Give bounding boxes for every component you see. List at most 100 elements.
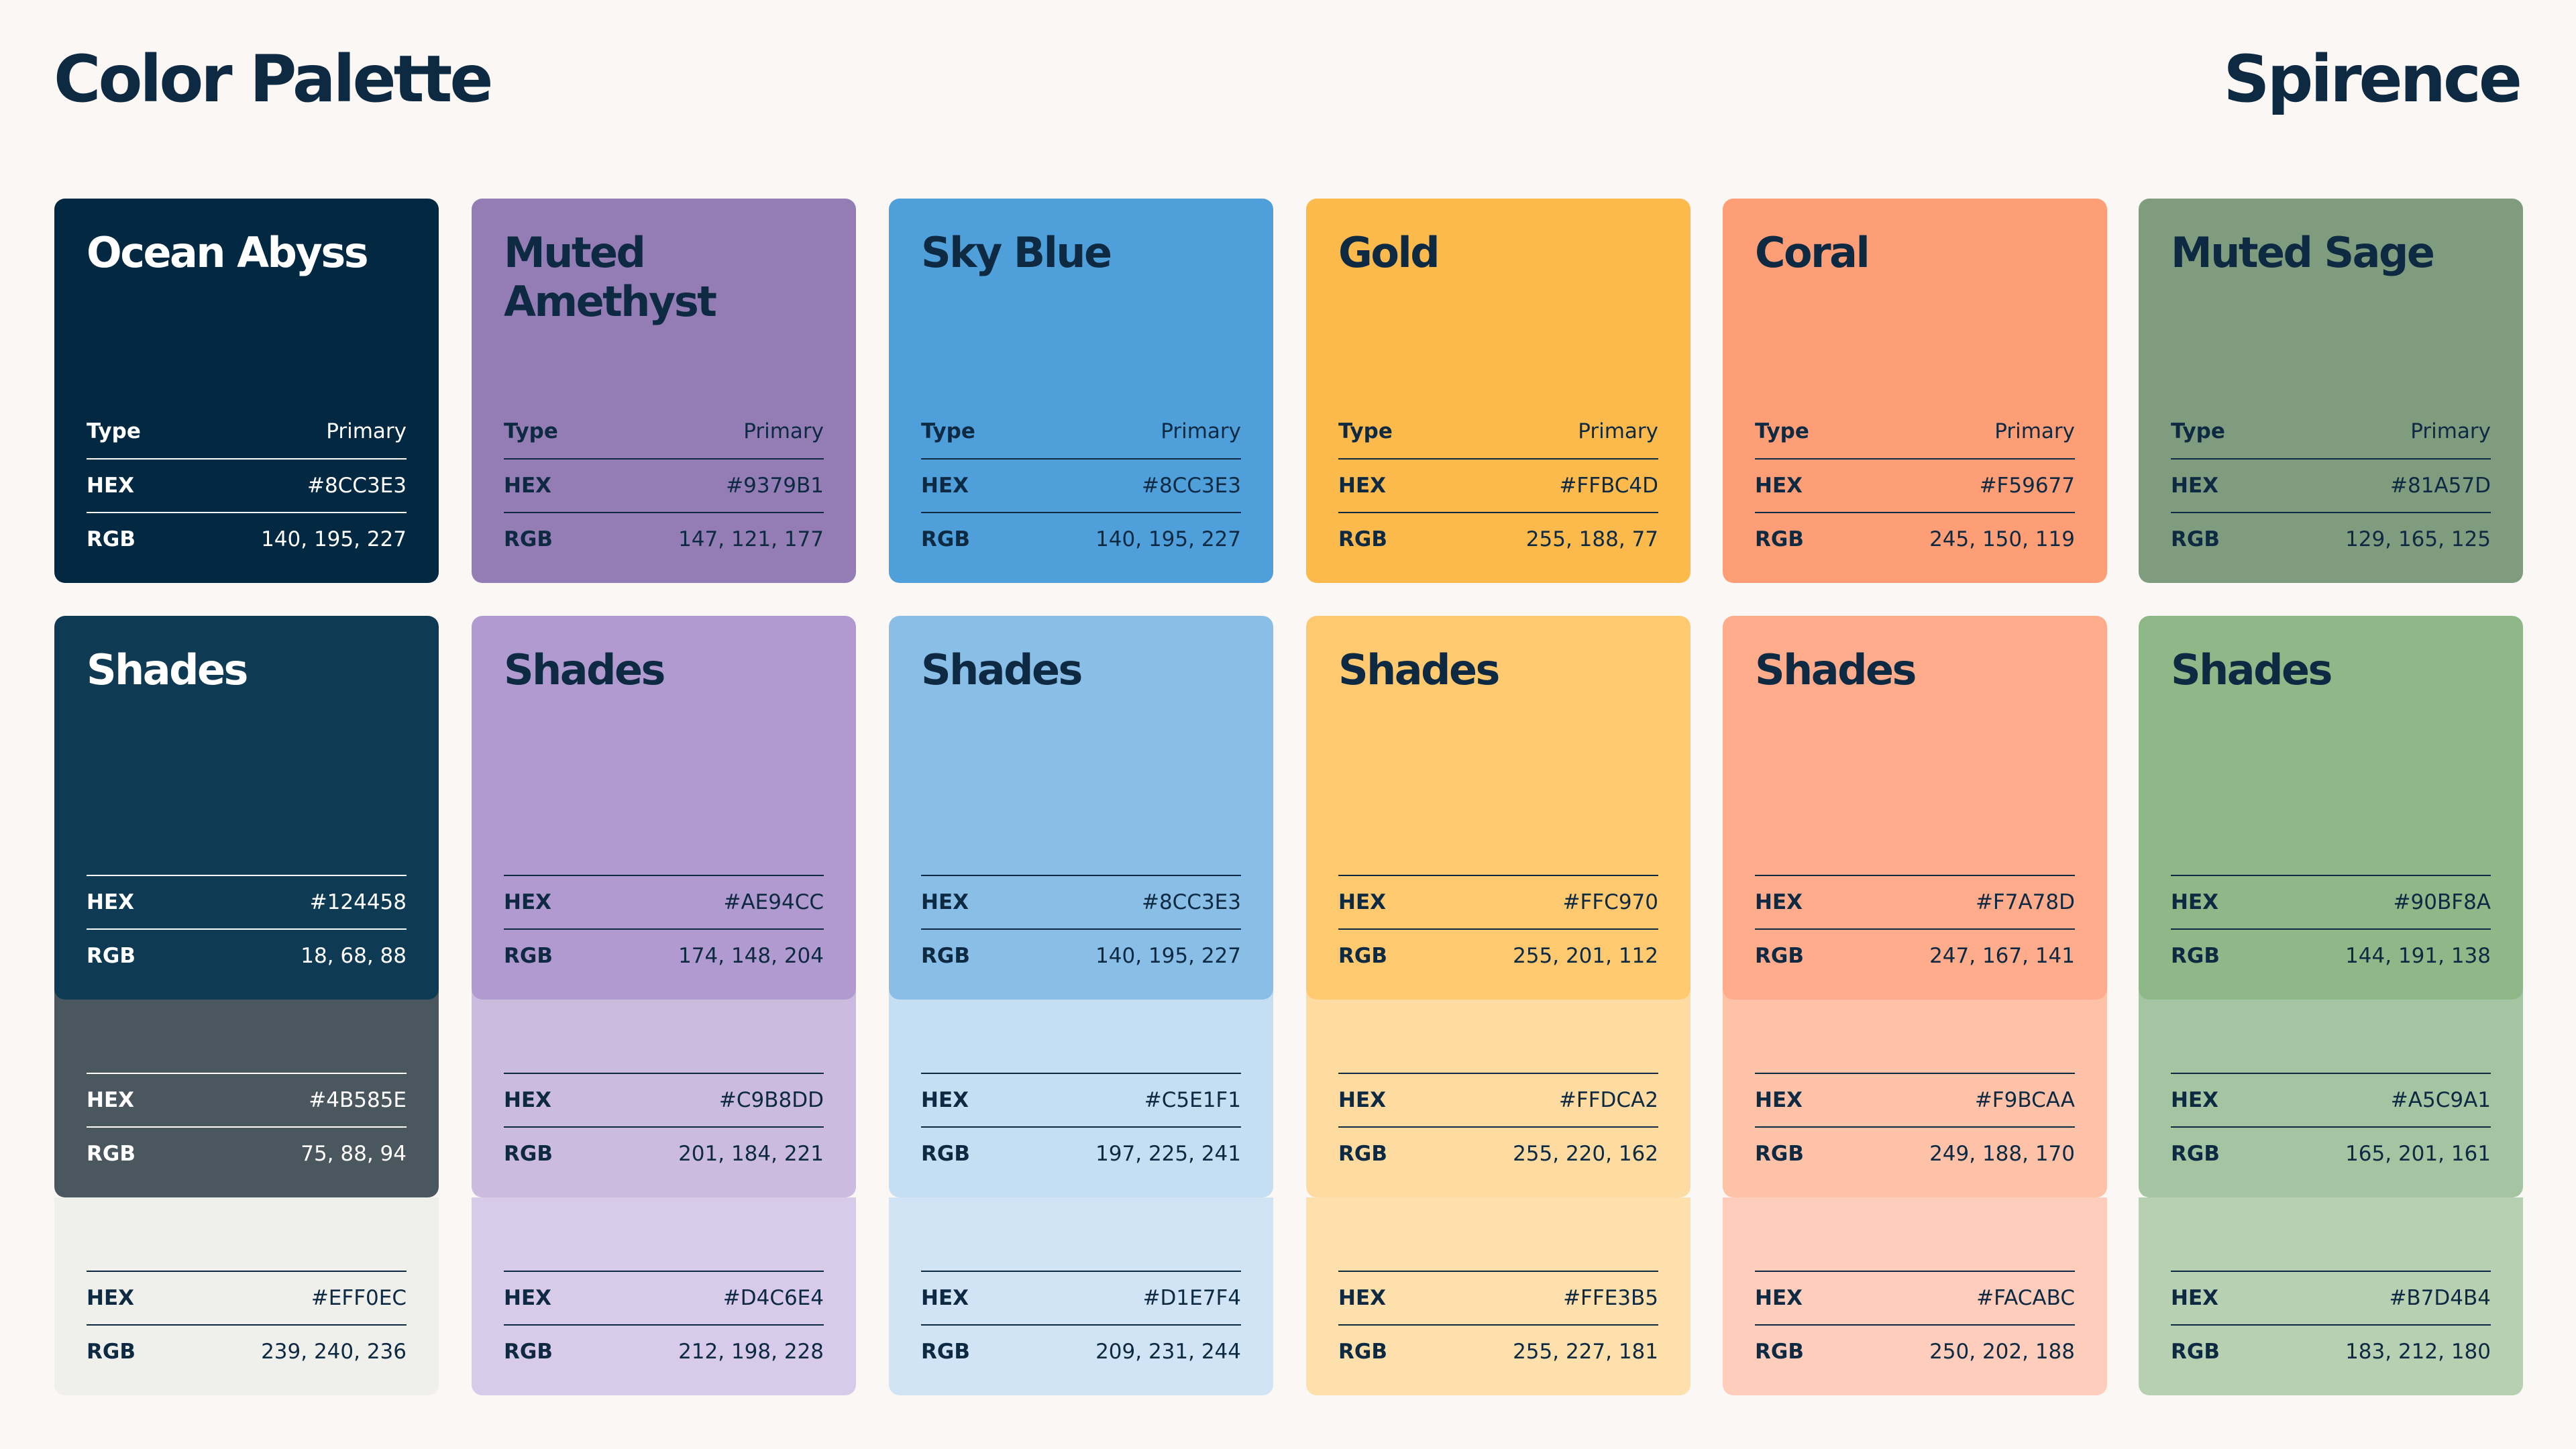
rgb-value: 144, 191, 138 <box>2345 944 2491 968</box>
hex-value: #FFC970 <box>1562 890 1658 914</box>
hex-value: #B7D4B4 <box>2389 1286 2491 1310</box>
color-name: Gold <box>1338 228 1440 277</box>
rgb-value: 255, 227, 181 <box>1513 1340 1658 1364</box>
rgb-label: RGB <box>87 1340 136 1364</box>
rgb-label: RGB <box>87 1142 136 1166</box>
rgb-label: RGB <box>1755 944 1804 968</box>
rgb-label: RGB <box>1338 1340 1387 1364</box>
hex-value: #9379B1 <box>726 474 824 498</box>
hex-label: HEX <box>87 890 135 914</box>
type-value: Primary <box>743 419 824 443</box>
type-label: Type <box>1755 419 1809 443</box>
color-name: Sky Blue <box>921 228 1112 277</box>
rgb-value: 174, 148, 204 <box>678 944 824 968</box>
shades-card: Shades HEX #AE94CC RGB 174, 148, 204 HEX #C… <box>472 616 856 1395</box>
hex-value: #AE94CC <box>723 890 824 914</box>
type-label: Type <box>1338 419 1393 443</box>
rgb-label: RGB <box>504 1340 553 1364</box>
rgb-value: 250, 202, 188 <box>1929 1340 2075 1364</box>
rgb-label: RGB <box>1338 1142 1387 1166</box>
brand-logo: Spirence <box>2223 42 2522 117</box>
type-label: Type <box>87 419 141 443</box>
rgb-value: 140, 195, 227 <box>1095 527 1241 551</box>
primary-swatch-card: Ocean Abyss Type Primary HEX #8CC3E3 RGB 14… <box>54 199 439 583</box>
shade-swatch-1: Shades HEX #124458 RGB 18, 68, 88 <box>54 616 439 1000</box>
color-column: Sky Blue Type Primary HEX #8CC3E3 RGB 140, … <box>889 199 1273 1395</box>
shades-card: Shades HEX #F7A78D RGB 247, 167, 141 HEX #F… <box>1723 616 2107 1395</box>
rgb-label: RGB <box>1755 527 1804 551</box>
hex-value: #81A57D <box>2390 474 2491 498</box>
hex-value: #FFE3B5 <box>1563 1286 1658 1310</box>
hex-label: HEX <box>2171 1286 2219 1310</box>
shade-swatch-1: Shades HEX #8CC3E3 RGB 140, 195, 227 <box>889 616 1273 1000</box>
hex-label: HEX <box>1755 474 1803 498</box>
color-column: Coral Type Primary HEX #F59677 RGB 245, 150… <box>1723 199 2107 1395</box>
hex-value: #F7A78D <box>1975 890 2075 914</box>
hex-value: #A5C9A1 <box>2390 1088 2491 1112</box>
rgb-label: RGB <box>1755 1340 1804 1364</box>
hex-value: #FACABC <box>1976 1286 2075 1310</box>
hex-label: HEX <box>87 1088 135 1112</box>
shade-swatch-1: Shades HEX #F7A78D RGB 247, 167, 141 <box>1723 616 2107 1000</box>
rgb-label: RGB <box>2171 944 2220 968</box>
rgb-value: 239, 240, 236 <box>261 1340 407 1364</box>
hex-value: #124458 <box>309 890 407 914</box>
shades-title: Shades <box>1338 645 1500 694</box>
type-value: Primary <box>1994 419 2075 443</box>
rgb-label: RGB <box>1755 1142 1804 1166</box>
shade-swatch-3: HEX #FACABC RGB 250, 202, 188 <box>1723 1197 2107 1395</box>
hex-label: HEX <box>2171 1088 2219 1112</box>
rgb-label: RGB <box>2171 1142 2220 1166</box>
hex-value: #8CC3E3 <box>307 474 407 498</box>
type-label: Type <box>921 419 975 443</box>
hex-label: HEX <box>87 474 135 498</box>
shades-title: Shades <box>2171 645 2332 694</box>
shades-title: Shades <box>87 645 248 694</box>
hex-label: HEX <box>921 1088 969 1112</box>
rgb-value: 183, 212, 180 <box>2345 1340 2491 1364</box>
color-name: Muted Amethyst <box>504 228 717 326</box>
primary-swatch-card: Gold Type Primary HEX #FFBC4D RGB 255, 188,… <box>1306 199 1690 583</box>
shade-swatch-1: Shades HEX #90BF8A RGB 144, 191, 138 <box>2139 616 2523 1000</box>
rgb-value: 209, 231, 244 <box>1095 1340 1241 1364</box>
shades-title: Shades <box>921 645 1083 694</box>
hex-label: HEX <box>1755 1286 1803 1310</box>
rgb-label: RGB <box>504 944 553 968</box>
hex-label: HEX <box>1755 1088 1803 1112</box>
type-value: Primary <box>326 419 407 443</box>
rgb-value: 75, 88, 94 <box>301 1142 407 1166</box>
rgb-value: 249, 188, 170 <box>1929 1142 2075 1166</box>
palette-grid: Ocean Abyss Type Primary HEX #8CC3E3 RGB 14… <box>54 199 2523 1395</box>
rgb-value: 140, 195, 227 <box>261 527 407 551</box>
rgb-label: RGB <box>921 944 970 968</box>
hex-label: HEX <box>504 1286 552 1310</box>
hex-value: #FFDCA2 <box>1558 1088 1658 1112</box>
hex-value: #EFF0EC <box>311 1286 407 1310</box>
type-value: Primary <box>2410 419 2491 443</box>
shade-swatch-2: HEX #A5C9A1 RGB 165, 201, 161 <box>2139 989 2523 1197</box>
rgb-value: 197, 225, 241 <box>1095 1142 1241 1166</box>
primary-swatch-card: Sky Blue Type Primary HEX #8CC3E3 RGB 140, … <box>889 199 1273 583</box>
rgb-value: 247, 167, 141 <box>1929 944 2075 968</box>
rgb-value: 212, 198, 228 <box>678 1340 824 1364</box>
rgb-value: 147, 121, 177 <box>678 527 824 551</box>
page-title: Color Palette <box>54 42 493 117</box>
hex-label: HEX <box>1338 890 1387 914</box>
rgb-value: 140, 195, 227 <box>1095 944 1241 968</box>
hex-label: HEX <box>921 890 969 914</box>
rgb-label: RGB <box>921 1340 970 1364</box>
shades-card: Shades HEX #90BF8A RGB 144, 191, 138 HEX #A… <box>2139 616 2523 1395</box>
rgb-label: RGB <box>1338 527 1387 551</box>
rgb-label: RGB <box>2171 527 2220 551</box>
shade-swatch-3: HEX #EFF0EC RGB 239, 240, 236 <box>54 1197 439 1395</box>
shade-swatch-3: HEX #B7D4B4 RGB 183, 212, 180 <box>2139 1197 2523 1395</box>
color-column: Gold Type Primary HEX #FFBC4D RGB 255, 188,… <box>1306 199 1690 1395</box>
primary-swatch-card: Muted Sage Type Primary HEX #81A57D RGB 129… <box>2139 199 2523 583</box>
shades-card: Shades HEX #8CC3E3 RGB 140, 195, 227 HEX #C… <box>889 616 1273 1395</box>
hex-label: HEX <box>2171 474 2219 498</box>
hex-label: HEX <box>1338 1286 1387 1310</box>
rgb-label: RGB <box>921 527 970 551</box>
shade-swatch-3: HEX #FFE3B5 RGB 255, 227, 181 <box>1306 1197 1690 1395</box>
rgb-label: RGB <box>504 1142 553 1166</box>
hex-value: #F9BCAA <box>1974 1088 2075 1112</box>
